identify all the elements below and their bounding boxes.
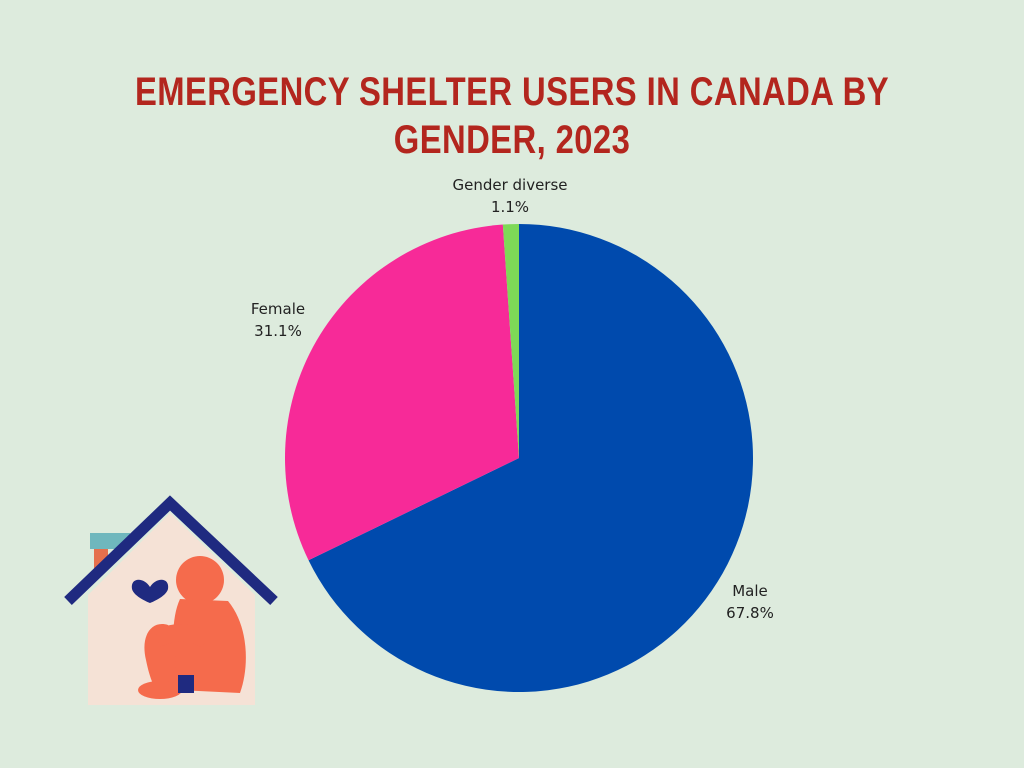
pie-slice-female	[285, 224, 519, 561]
slice-label-female: Female	[251, 300, 305, 318]
page-title: EMERGENCY SHELTER USERS IN CANADA BY GEN…	[134, 70, 890, 162]
slice-value-female: 31.1%	[254, 322, 302, 340]
slice-value-male: 67.8%	[726, 604, 774, 622]
slice-value-gender-diverse: 1.1%	[491, 198, 529, 216]
foot-shadow-icon	[178, 675, 194, 693]
pie-slice-gender-diverse	[502, 224, 519, 458]
house-with-sitting-person-icon	[64, 495, 278, 705]
heart-icon	[131, 579, 169, 603]
house-roof-icon	[64, 495, 278, 606]
slice-label-gender-diverse: Gender diverse	[452, 176, 567, 194]
pie-slices	[285, 224, 753, 692]
slice-label-male: Male	[732, 582, 768, 600]
sitting-person-icon	[138, 556, 246, 699]
pie-labels: Male 67.8% Female 31.1% Gender diverse 1.1%	[251, 176, 774, 622]
pie-slice-male	[308, 224, 753, 692]
